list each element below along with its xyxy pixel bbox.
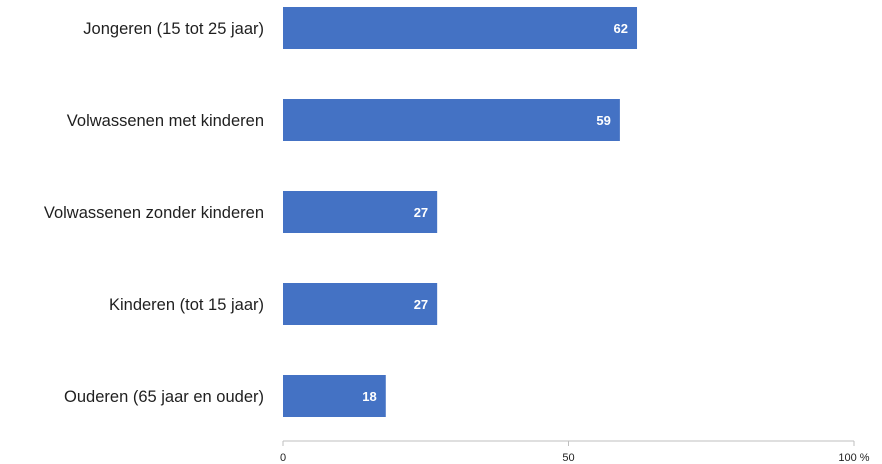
bar: [283, 7, 637, 49]
x-tick-label: 0: [280, 452, 286, 464]
category-label: Jongeren (15 tot 25 jaar): [83, 20, 264, 38]
category-label: Volwassenen met kinderen: [67, 112, 264, 130]
bar: [283, 99, 620, 141]
x-tick-label: 100 %: [838, 452, 869, 464]
category-label: Ouderen (65 jaar en ouder): [64, 388, 264, 406]
x-axis: 0 50 100 %: [280, 441, 870, 464]
data-label: 62: [614, 21, 628, 36]
data-label: 18: [362, 389, 376, 404]
x-tick-label: 50: [562, 452, 574, 464]
data-label: 59: [596, 113, 610, 128]
data-label: 27: [414, 297, 428, 312]
category-label: Volwassenen zonder kinderen: [44, 204, 264, 222]
category-label: Kinderen (tot 15 jaar): [109, 296, 264, 314]
data-label: 27: [414, 205, 428, 220]
bars-layer: Jongeren (15 tot 25 jaar) 62 Volwassenen m…: [44, 7, 637, 417]
